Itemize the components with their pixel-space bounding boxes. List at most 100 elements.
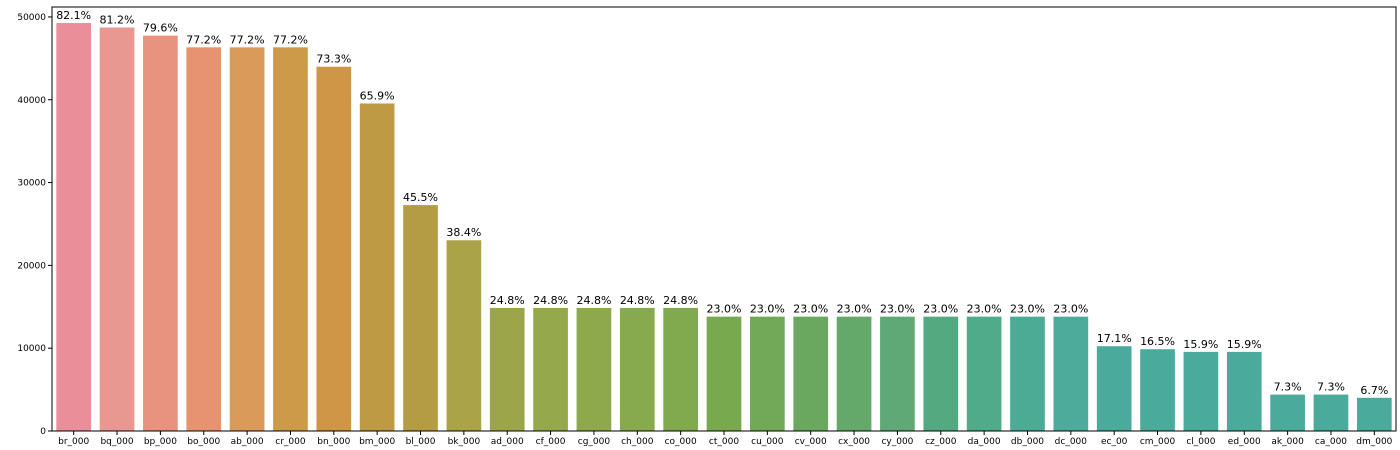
data-label-ak_000: 7.3%: [1274, 381, 1302, 394]
data-label-cv_000: 23.0%: [793, 303, 828, 316]
x-tick-label-bk_000: bk_000: [448, 437, 481, 447]
data-label-ad_000: 24.8%: [490, 294, 525, 307]
data-label-ct_000: 23.0%: [707, 303, 742, 316]
x-tick-label-cx_000: cx_000: [838, 437, 870, 447]
x-tick-label-ab_000: ab_000: [231, 437, 264, 447]
bar-cf_000: [533, 307, 568, 431]
x-tick-label-db_000: db_000: [1011, 437, 1044, 447]
x-tick-label-cy_000: cy_000: [881, 437, 913, 447]
bar-bo_000: [186, 47, 222, 432]
data-label-bp_000: 79.6%: [143, 22, 178, 35]
data-label-bm_000: 65.9%: [360, 89, 395, 102]
data-label-bn_000: 73.3%: [316, 53, 351, 66]
bar-dc_000: [1053, 316, 1089, 431]
bar-ad_000: [489, 307, 525, 431]
bar-da_000: [966, 316, 1002, 431]
bar-cr_000: [273, 47, 308, 432]
bar-cm_000: [1140, 349, 1175, 431]
x-tick-label-ct_000: ct_000: [709, 437, 739, 447]
bar-cv_000: [793, 316, 829, 431]
data-label-ec_00: 17.1%: [1097, 332, 1132, 345]
data-label-da_000: 23.0%: [967, 303, 1002, 316]
data-label-cy_000: 23.0%: [880, 303, 915, 316]
data-label-ca_000: 7.3%: [1317, 381, 1345, 394]
bar-cy_000: [880, 316, 915, 431]
x-tick-label-ad_000: ad_000: [491, 437, 524, 447]
x-tick-label-bp_000: bp_000: [144, 437, 177, 447]
bar-ca_000: [1313, 394, 1349, 431]
x-tick-label-bm_000: bm_000: [359, 437, 395, 447]
y-tick-label: 0: [40, 427, 46, 437]
x-tick-label-dm_000: dm_000: [1356, 437, 1392, 447]
bar-bl_000: [403, 205, 438, 431]
y-tick-label: 50000: [17, 13, 46, 23]
y-tick-label: 10000: [17, 344, 46, 354]
bar-cl_000: [1183, 351, 1219, 431]
x-tick-label-ed_000: ed_000: [1228, 437, 1261, 447]
x-tick-label-bn_000: bn_000: [317, 437, 350, 447]
data-label-bo_000: 77.2%: [186, 33, 221, 46]
bar-ak_000: [1270, 394, 1305, 431]
y-tick-label: 40000: [17, 96, 46, 106]
data-label-ab_000: 77.2%: [230, 33, 265, 46]
bar-cx_000: [836, 316, 872, 431]
x-tick-label-dc_000: dc_000: [1055, 437, 1088, 447]
x-tick-label-bq_000: bq_000: [100, 437, 133, 447]
x-tick-label-cr_000: cr_000: [275, 437, 306, 447]
bar-ec_00: [1096, 346, 1132, 431]
data-label-ch_000: 24.8%: [620, 294, 655, 307]
bar-dm_000: [1356, 397, 1392, 431]
bar-br_000: [56, 23, 92, 431]
data-labels: 82.1% 81.2% 79.6% 77.2% 77.2% 77.2% 73.3% 65.9%…: [56, 9, 1388, 397]
data-label-cx_000: 23.0%: [837, 303, 872, 316]
bar-ct_000: [706, 316, 742, 431]
bar-db_000: [1010, 316, 1045, 431]
data-label-cf_000: 24.8%: [533, 294, 568, 307]
data-label-cg_000: 24.8%: [576, 294, 611, 307]
x-tick-label-ec_00: ec_00: [1101, 437, 1128, 447]
x-tick-label-ak_000: ak_000: [1271, 437, 1304, 447]
data-label-bk_000: 38.4%: [446, 226, 481, 239]
bar-bq_000: [99, 27, 135, 432]
bar-ch_000: [619, 307, 655, 431]
bar-cg_000: [576, 307, 612, 431]
data-label-br_000: 82.1%: [56, 9, 91, 22]
x-tick-label-cl_000: cl_000: [1186, 437, 1215, 447]
x-tick-label-br_000: br_000: [58, 437, 89, 447]
x-tick-label-cu_000: cu_000: [751, 437, 784, 447]
bars: [56, 23, 1392, 432]
bar-ab_000: [229, 47, 265, 432]
data-label-bl_000: 45.5%: [403, 191, 438, 204]
data-label-cl_000: 15.9%: [1183, 338, 1218, 351]
bar-cz_000: [923, 316, 959, 431]
data-label-cu_000: 23.0%: [750, 303, 785, 316]
x-tick-label-cv_000: cv_000: [795, 437, 827, 447]
x-tick-label-ca_000: ca_000: [1315, 437, 1347, 447]
bar-cu_000: [750, 316, 785, 431]
bar-bn_000: [316, 66, 352, 431]
bar-co_000: [663, 307, 698, 431]
data-label-ed_000: 15.9%: [1227, 338, 1262, 351]
data-label-co_000: 24.8%: [663, 294, 698, 307]
data-label-db_000: 23.0%: [1010, 303, 1045, 316]
data-label-bq_000: 81.2%: [100, 14, 135, 27]
y-tick-label: 30000: [17, 179, 46, 189]
bar-bk_000: [446, 240, 482, 431]
x-tick-label-cm_000: cm_000: [1140, 437, 1176, 447]
x-tick-label-bl_000: bl_000: [406, 437, 436, 447]
x-tick-label-bo_000: bo_000: [187, 437, 220, 447]
x-tick-label-cg_000: cg_000: [578, 437, 611, 447]
plot-frame: [51, 6, 1397, 432]
data-label-dc_000: 23.0%: [1053, 303, 1088, 316]
y-axis: 0 10000 20000 30000 40000 50000: [17, 13, 52, 437]
x-tick-label-co_000: co_000: [665, 437, 697, 447]
bar-bp_000: [143, 35, 178, 431]
data-label-cz_000: 23.0%: [923, 303, 958, 316]
x-tick-label-cz_000: cz_000: [925, 437, 957, 447]
bar-ed_000: [1226, 351, 1262, 431]
bar-bm_000: [359, 103, 395, 432]
x-axis: br_000 bq_000 bp_000 bo_000 ab_000 cr_000 bn_0…: [58, 431, 1393, 447]
y-tick-label: 20000: [17, 261, 46, 271]
data-label-cr_000: 77.2%: [273, 33, 308, 46]
